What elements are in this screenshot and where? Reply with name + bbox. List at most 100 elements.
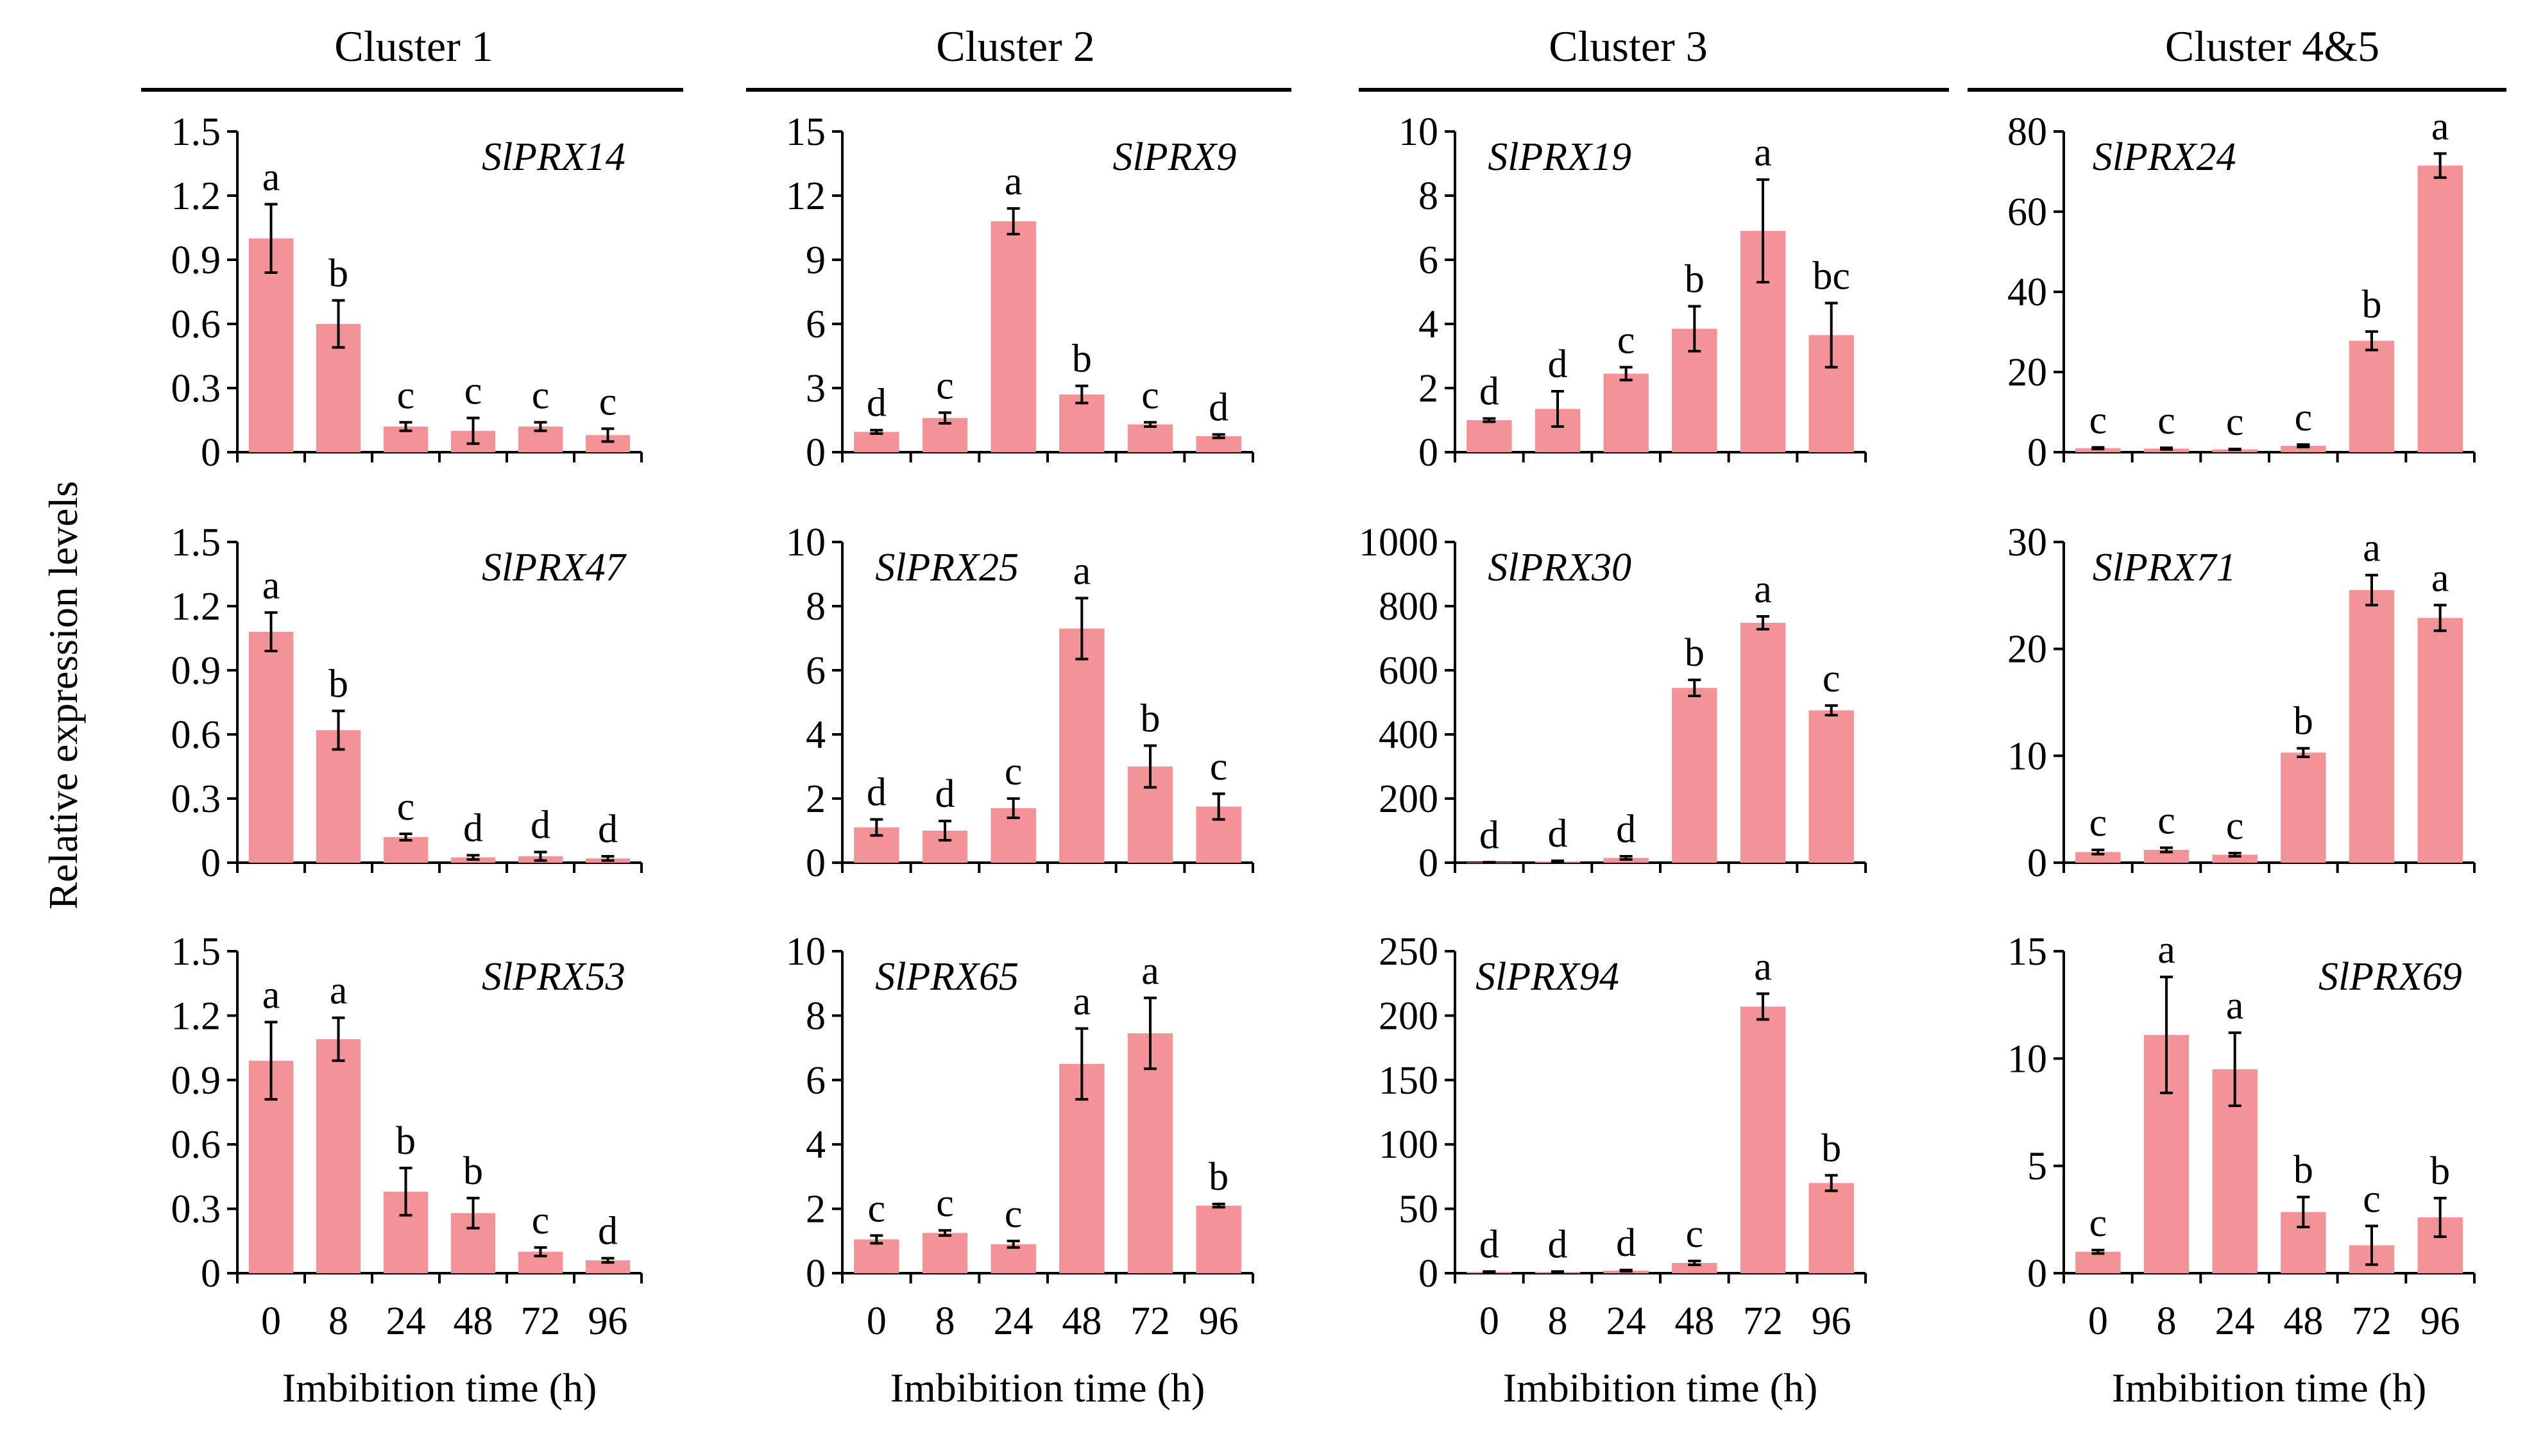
bar: [1672, 1262, 1717, 1273]
y-tick-label: 2: [806, 777, 826, 821]
chart-panel: 0 2 4 6 8 10 d d c a b c SlPRX25: [786, 521, 1254, 885]
bar: [991, 1244, 1036, 1273]
chart-panel: 050100150200250d0d8d24c48a72b96SlPRX94Im…: [1379, 930, 1867, 1410]
gene-label: SlPRX53: [482, 955, 625, 999]
bar: [1127, 1033, 1173, 1273]
y-tick-label: 40: [2007, 271, 2047, 314]
significance-letter: d: [935, 772, 955, 816]
y-tick-label: 30: [2007, 521, 2047, 564]
gene-label: SlPRX94: [1476, 955, 1619, 999]
y-tick-label: 0.9: [171, 649, 221, 693]
y-tick-label: 800: [1379, 585, 1438, 629]
y-tick-label: 0.3: [171, 1188, 221, 1232]
x-axis-label: Imbibition time (h): [1503, 1365, 1818, 1410]
y-tick-label: 0.9: [171, 239, 221, 282]
bar: [2417, 165, 2463, 452]
significance-letter: c: [2089, 801, 2107, 845]
x-tick-label: 8: [935, 1299, 955, 1343]
y-tick-label: 0: [806, 842, 826, 885]
significance-letter: d: [1479, 1223, 1499, 1266]
bar: [2143, 850, 2190, 863]
chart-panel: 0 0.3 0.6 0.9 1.2 1.5 a b c d d d SlPRX47: [171, 521, 643, 885]
gene-label: SlPRX30: [1488, 546, 1631, 589]
x-tick-label: 48: [454, 1299, 493, 1343]
y-tick-label: 1.2: [171, 585, 221, 629]
significance-letter: d: [598, 1210, 618, 1253]
bar: [2281, 752, 2326, 863]
bar: [2281, 446, 2326, 452]
significance-letter: c: [2226, 804, 2244, 848]
gene-label: SlPRX71: [2093, 546, 2236, 589]
bar: [1603, 373, 1649, 452]
y-tick-label: 1.2: [171, 994, 221, 1038]
significance-letter: c: [1141, 373, 1159, 417]
significance-letter: a: [2431, 105, 2449, 148]
significance-letter: c: [397, 373, 415, 417]
significance-letter: c: [532, 1199, 550, 1242]
y-tick-label: 8: [806, 994, 826, 1038]
y-tick-label: 200: [1379, 994, 1438, 1038]
gene-label: SlPRX47: [482, 546, 627, 589]
bar: [854, 432, 899, 452]
y-tick-label: 0: [201, 431, 221, 475]
significance-letter: d: [531, 803, 550, 847]
significance-letter: c: [1005, 750, 1023, 793]
significance-letter: c: [599, 380, 617, 423]
y-tick-label: 0.9: [171, 1059, 221, 1103]
significance-letter: a: [1754, 568, 1772, 611]
x-tick-label: 96: [2420, 1299, 2460, 1343]
bar: [854, 1239, 899, 1273]
y-tick-label: 250: [1379, 930, 1438, 974]
significance-letter: a: [2363, 527, 2381, 570]
y-tick-label: 6: [806, 1059, 826, 1103]
bar: [1059, 629, 1105, 863]
y-tick-label: 0.3: [171, 367, 221, 411]
y-tick-label: 4: [1418, 303, 1438, 346]
significance-letter: a: [1754, 131, 1772, 174]
chart-panel: 0 3 6 9 12 15 d c a b c d SlPRX9: [786, 110, 1254, 475]
x-tick-label: 0: [261, 1299, 281, 1343]
x-tick-label: 72: [521, 1299, 561, 1343]
x-tick-label: 24: [2215, 1299, 2255, 1343]
y-tick-label: 0: [806, 431, 826, 475]
y-tick-label: 0: [201, 842, 221, 885]
y-tick-label: 0: [201, 1252, 221, 1296]
significance-letter: a: [1073, 550, 1091, 593]
significance-letter: b: [328, 662, 348, 706]
significance-letter: b: [2293, 700, 2313, 743]
y-tick-label: 3: [806, 367, 826, 411]
significance-letter: d: [463, 806, 483, 850]
significance-letter: c: [2157, 399, 2175, 443]
y-tick-label: 60: [2007, 190, 2047, 234]
y-tick-label: 0: [1418, 842, 1438, 885]
significance-letter: a: [1073, 979, 1091, 1023]
significance-letter: a: [1005, 160, 1023, 203]
x-tick-label: 96: [1199, 1299, 1239, 1343]
x-tick-label: 96: [1812, 1299, 1851, 1343]
y-tick-label: 8: [806, 585, 826, 629]
x-tick-label: 72: [2352, 1299, 2392, 1343]
chart-panel: 0246810c0c8c24a48a72b96SlPRX65Imbibition…: [786, 930, 1254, 1410]
bar: [585, 1260, 631, 1273]
chart-panel: 0 0.3 0.6 0.9 1.2 1.5 a b c c c c SlPRX14: [171, 110, 643, 475]
gene-label: SlPRX69: [2318, 955, 2462, 999]
cluster-title: Cluster 4&5: [2165, 22, 2379, 71]
significance-letter: c: [1686, 1212, 1704, 1256]
y-tick-label: 20: [2007, 351, 2047, 394]
significance-letter: a: [330, 969, 348, 1013]
y-tick-label: 1.5: [171, 110, 221, 154]
significance-letter: d: [1548, 1223, 1568, 1266]
x-tick-label: 48: [1062, 1299, 1101, 1343]
bar: [2349, 590, 2395, 863]
x-tick-label: 48: [1674, 1299, 1714, 1343]
x-tick-label: 24: [994, 1299, 1033, 1343]
y-tick-label: 9: [806, 239, 826, 282]
gene-label: SlPRX9: [1113, 135, 1237, 179]
chart-panel: 0 0.3 0.6 0.9 1.2 1.5 a 0 a 8 b 24 b 48 c 72 d 96 SlPRX53 I…: [171, 930, 643, 1410]
significance-letter: d: [1548, 343, 1568, 386]
y-tick-label: 10: [2007, 734, 2047, 778]
cluster-title: Cluster 1: [334, 22, 493, 71]
gene-label: SlPRX19: [1488, 135, 1631, 179]
cluster-headers: Cluster 1 Cluster 2 Cluster 3 Cluster 4&5: [141, 22, 2506, 92]
